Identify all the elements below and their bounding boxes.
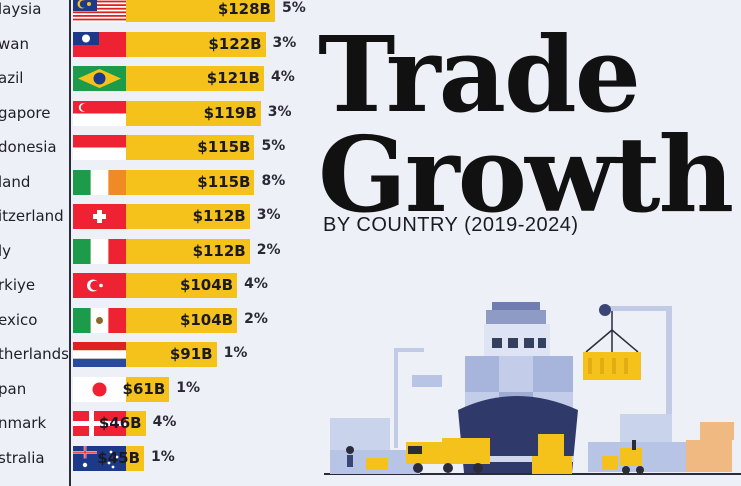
port-illustration xyxy=(324,302,741,475)
value-label: $122B xyxy=(208,34,262,53)
value-label: $45B xyxy=(97,448,141,467)
denmark-flag xyxy=(73,411,126,436)
country-label: itzerland xyxy=(0,207,64,225)
australia-flag xyxy=(73,445,126,471)
percent-label: 3% xyxy=(272,34,297,51)
value-label: $119B xyxy=(203,103,257,122)
country-label: pan xyxy=(0,379,27,398)
country-label: land xyxy=(0,172,31,191)
value-label: $115B xyxy=(197,138,251,156)
mexico-flag xyxy=(73,307,126,333)
percent-label: 4% xyxy=(244,276,268,292)
netherlands-flag xyxy=(73,342,126,367)
country-label: exico xyxy=(0,310,38,329)
percent-label: 1% xyxy=(223,345,248,361)
country-label: stralia xyxy=(0,448,45,467)
japan-flag xyxy=(73,376,126,402)
axis-line xyxy=(69,0,71,486)
country-label: ly xyxy=(0,241,12,260)
indonesia-flag xyxy=(73,135,126,160)
percent-label: 3% xyxy=(256,207,281,223)
title-line-2: Growth xyxy=(318,113,734,236)
brazil-flag xyxy=(73,66,126,91)
value-label: $46B xyxy=(98,414,142,432)
value-label: $112B xyxy=(192,207,246,225)
taiwan-flag xyxy=(73,31,126,57)
country-label: gapore xyxy=(0,103,51,122)
country-label: laysia xyxy=(0,0,42,18)
percent-label: 2% xyxy=(244,310,268,327)
switzerland-flag xyxy=(73,204,126,229)
malaysia-flag xyxy=(73,0,126,22)
value-label: $104B xyxy=(179,276,234,294)
turkiye-flag xyxy=(73,273,126,298)
country-label: therlands xyxy=(0,345,69,363)
percent-label: 8% xyxy=(261,172,286,189)
subtitle: BY COUNTRY (2019-2024) xyxy=(323,214,579,236)
title-line-1: Trade xyxy=(318,13,641,136)
country-label: rkiye xyxy=(0,276,36,294)
value-label: $128B xyxy=(217,0,271,18)
value-label: $115B xyxy=(197,172,251,191)
value-label: $91B xyxy=(169,345,213,363)
percent-label: 4% xyxy=(270,69,295,85)
value-label: $104B xyxy=(179,310,234,329)
country-label: donesia xyxy=(0,138,57,156)
percent-label: 3% xyxy=(267,103,292,120)
percent-label: 1% xyxy=(176,379,201,396)
ireland-flag xyxy=(73,169,126,195)
country-label: nmark xyxy=(0,414,47,432)
percent-label: 2% xyxy=(256,241,281,258)
percent-label: 5% xyxy=(261,138,286,154)
percent-label: 5% xyxy=(282,0,306,16)
singapore-flag xyxy=(73,100,126,126)
value-label: $121B xyxy=(206,69,260,87)
percent-label: 4% xyxy=(152,414,177,430)
country-label: wan xyxy=(0,34,29,53)
country-label: azil xyxy=(0,69,24,87)
italy-flag xyxy=(73,238,126,264)
percent-label: 1% xyxy=(151,448,175,465)
value-label: $61B xyxy=(122,379,166,398)
value-label: $112B xyxy=(192,241,246,260)
